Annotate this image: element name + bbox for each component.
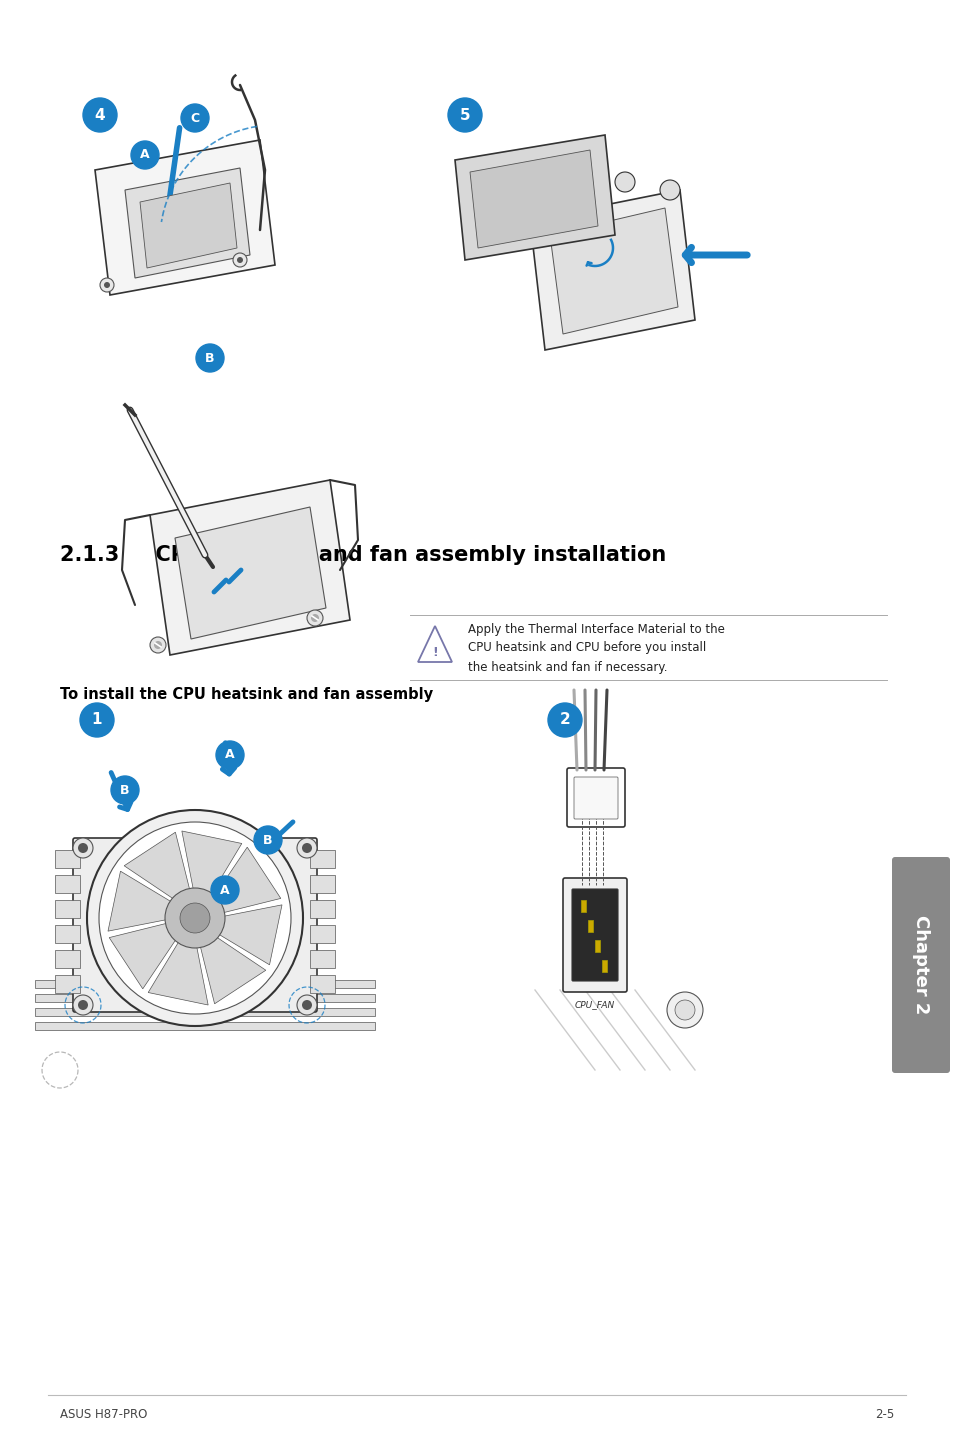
Circle shape <box>78 843 88 853</box>
Polygon shape <box>148 926 208 1005</box>
Polygon shape <box>109 919 187 989</box>
Text: !: ! <box>432 647 437 660</box>
Text: B: B <box>263 834 273 847</box>
Text: 2: 2 <box>559 712 570 728</box>
Circle shape <box>296 995 316 1015</box>
Bar <box>55 850 80 869</box>
Text: 5: 5 <box>459 108 470 122</box>
Bar <box>595 940 599 952</box>
Circle shape <box>131 141 159 170</box>
Bar <box>55 951 80 968</box>
Text: A: A <box>140 148 150 161</box>
Polygon shape <box>108 871 187 932</box>
Text: ASUS H87-PRO: ASUS H87-PRO <box>60 1408 147 1422</box>
Bar <box>55 975 80 994</box>
Text: C: C <box>191 112 199 125</box>
Text: B: B <box>205 351 214 364</box>
Polygon shape <box>95 139 274 295</box>
Bar <box>55 874 80 893</box>
Circle shape <box>180 903 210 933</box>
Bar <box>580 900 585 912</box>
Bar <box>35 1008 375 1017</box>
Circle shape <box>83 98 117 132</box>
Circle shape <box>211 876 239 905</box>
Bar <box>601 961 606 972</box>
Bar <box>55 925 80 943</box>
Circle shape <box>302 843 312 853</box>
Text: A: A <box>225 749 234 762</box>
Circle shape <box>195 344 224 372</box>
Circle shape <box>302 999 312 1009</box>
FancyBboxPatch shape <box>73 838 316 1012</box>
Polygon shape <box>150 480 350 654</box>
Circle shape <box>215 741 244 769</box>
Bar <box>35 981 375 988</box>
Circle shape <box>236 257 243 263</box>
FancyBboxPatch shape <box>562 879 626 992</box>
Polygon shape <box>202 905 282 965</box>
Polygon shape <box>174 508 326 638</box>
Circle shape <box>73 838 92 858</box>
Bar <box>310 951 335 968</box>
Polygon shape <box>182 831 241 910</box>
Circle shape <box>80 703 113 738</box>
Bar <box>310 975 335 994</box>
Polygon shape <box>203 847 280 917</box>
Circle shape <box>153 641 162 649</box>
Polygon shape <box>140 183 236 267</box>
Text: 2-5: 2-5 <box>874 1408 893 1422</box>
Circle shape <box>87 810 303 1025</box>
Circle shape <box>296 838 316 858</box>
Circle shape <box>78 999 88 1009</box>
Bar <box>310 925 335 943</box>
Text: A: A <box>220 883 230 896</box>
Polygon shape <box>124 833 194 910</box>
Circle shape <box>666 992 702 1028</box>
Circle shape <box>547 703 581 738</box>
Bar <box>310 850 335 869</box>
Text: 4: 4 <box>94 108 105 122</box>
Circle shape <box>253 825 282 854</box>
Circle shape <box>675 999 695 1020</box>
Polygon shape <box>417 626 452 661</box>
Text: B: B <box>120 784 130 797</box>
Text: To install the CPU heatsink and fan assembly: To install the CPU heatsink and fan asse… <box>60 687 433 703</box>
Text: 1: 1 <box>91 712 102 728</box>
Circle shape <box>307 610 323 626</box>
Circle shape <box>181 104 209 132</box>
FancyBboxPatch shape <box>574 777 618 820</box>
Polygon shape <box>530 190 695 349</box>
Bar <box>35 994 375 1002</box>
Text: CPU_FAN: CPU_FAN <box>575 1001 615 1009</box>
Circle shape <box>659 180 679 200</box>
Bar <box>55 900 80 917</box>
Circle shape <box>100 278 113 292</box>
FancyBboxPatch shape <box>566 768 624 827</box>
Circle shape <box>104 282 110 288</box>
Bar <box>310 900 335 917</box>
Bar <box>587 920 593 932</box>
Polygon shape <box>195 926 266 1004</box>
Polygon shape <box>470 150 598 247</box>
FancyBboxPatch shape <box>572 889 618 981</box>
Circle shape <box>111 777 139 804</box>
Circle shape <box>448 98 481 132</box>
Text: Apply the Thermal Interface Material to the
CPU heatsink and CPU before you inst: Apply the Thermal Interface Material to … <box>468 623 724 673</box>
Polygon shape <box>125 168 250 278</box>
Circle shape <box>311 614 318 623</box>
Circle shape <box>99 823 291 1014</box>
Circle shape <box>615 173 635 193</box>
Polygon shape <box>550 209 678 334</box>
Circle shape <box>165 889 225 948</box>
Bar <box>310 874 335 893</box>
Text: Chapter 2: Chapter 2 <box>911 916 929 1015</box>
Circle shape <box>555 183 575 201</box>
Circle shape <box>73 995 92 1015</box>
Bar <box>35 1022 375 1030</box>
Circle shape <box>233 253 247 267</box>
Polygon shape <box>455 135 615 260</box>
Text: 2.1.3     CPU heatsink and fan assembly installation: 2.1.3 CPU heatsink and fan assembly inst… <box>60 545 665 565</box>
Circle shape <box>150 637 166 653</box>
FancyBboxPatch shape <box>891 857 949 1073</box>
